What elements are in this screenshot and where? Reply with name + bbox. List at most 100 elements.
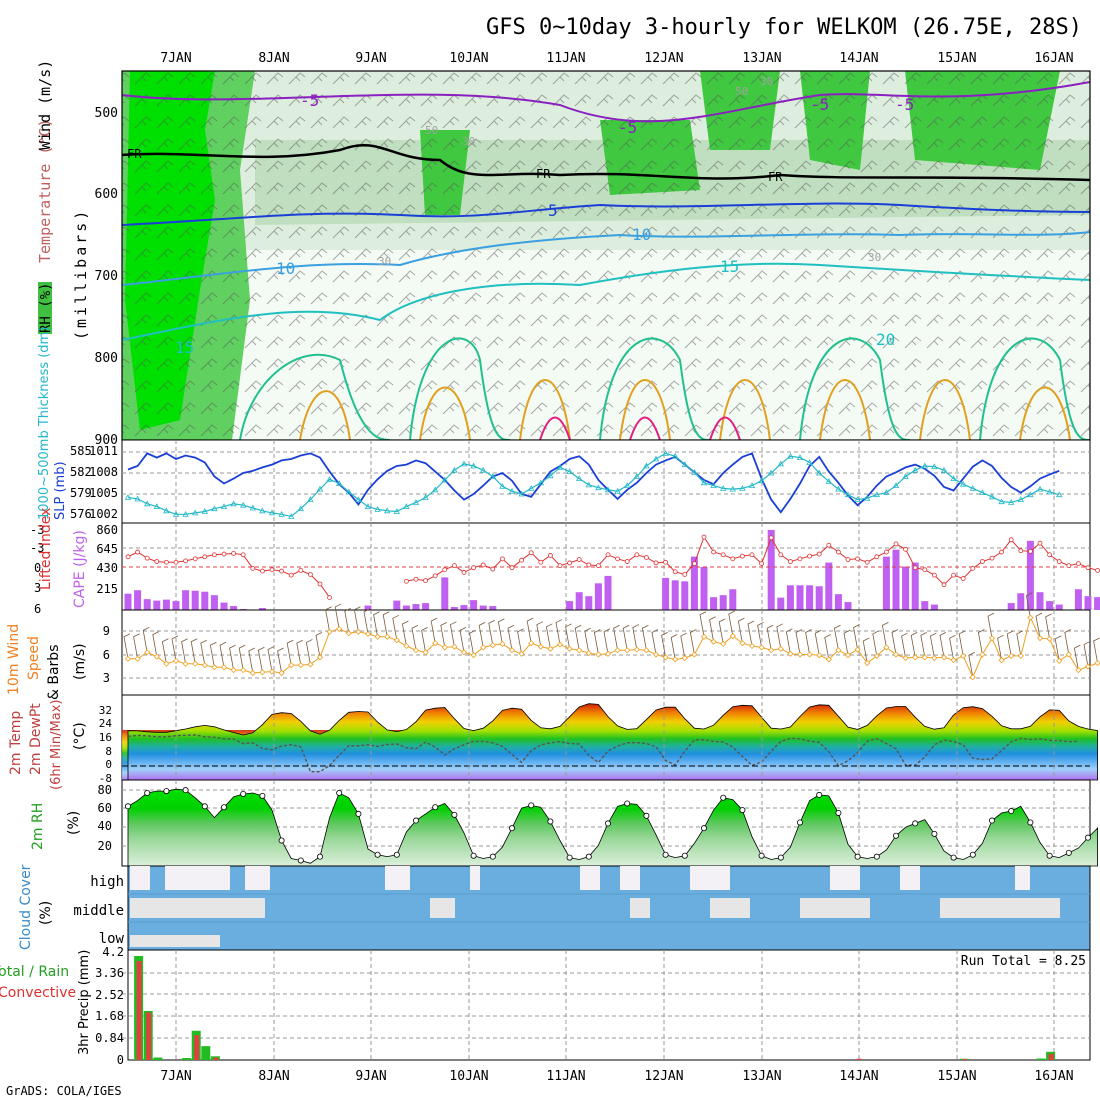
wind-speed-point <box>499 640 506 647</box>
wind-speed-point <box>1017 652 1024 659</box>
precip-convective-bar <box>136 960 142 1060</box>
wind-barb <box>325 606 332 632</box>
wind-barb <box>344 607 351 634</box>
thickness-point <box>960 480 967 487</box>
rh2m-point <box>470 852 477 859</box>
rh2m-point <box>701 825 708 832</box>
wind-barb <box>248 647 255 674</box>
rh2m-point <box>797 819 804 826</box>
wind-speed-point <box>739 640 746 647</box>
rh2m-point <box>316 853 323 860</box>
wind-barb <box>133 633 140 659</box>
lifted-index-point <box>538 559 544 565</box>
cloud-middle-block <box>940 898 1060 918</box>
wind-speed-point <box>172 657 180 664</box>
wind-speed-point <box>672 656 679 663</box>
lifted-index-point <box>615 556 620 562</box>
wind-barb <box>382 611 390 637</box>
temp-tick: 24 <box>99 717 113 730</box>
rh2m-point <box>566 854 573 861</box>
contour-label: FR <box>536 167 551 181</box>
ylabel-total-rain: Total / Rain <box>0 964 69 980</box>
cloud-high-block <box>580 866 600 890</box>
contour-label: 15 <box>720 257 739 276</box>
lifted-index-point <box>269 567 275 573</box>
rh2m-point <box>1065 849 1072 856</box>
cape-bar <box>786 585 794 610</box>
bottom-day-label: 10JAN <box>449 1069 488 1084</box>
wind-barb <box>862 637 870 664</box>
wind-barb <box>728 610 735 637</box>
wind-barb <box>449 621 457 647</box>
lifted-index-point <box>596 563 601 569</box>
wind-speed-point <box>230 667 237 674</box>
precip-tick: 2.52 <box>95 988 124 1002</box>
lifted-index-point <box>211 552 217 558</box>
thickness-point <box>230 500 237 507</box>
cape-bar <box>172 601 180 610</box>
lifted-index-point <box>989 555 995 561</box>
lifted-index-point <box>692 561 697 566</box>
top-day-label: 10JAN <box>449 51 488 66</box>
wind-barb <box>421 627 428 653</box>
lifted-index-point <box>192 556 198 562</box>
wind-speed-point <box>240 667 247 674</box>
temperature-area <box>127 703 1098 781</box>
bottom-day-label: 7JAN <box>160 1069 191 1084</box>
cape-bar <box>834 594 842 610</box>
precip-tick: 3.36 <box>95 966 124 980</box>
wind-barb <box>891 629 899 655</box>
slp-tick: 1002 <box>89 507 118 521</box>
lifted-index-point <box>1095 568 1100 573</box>
wind-speed-point <box>748 642 756 650</box>
thickness-point <box>384 507 391 514</box>
wind-barb <box>929 632 937 659</box>
wind-speed-point <box>960 652 967 659</box>
cape-bar <box>882 556 890 610</box>
precip-total-bar <box>153 1057 163 1060</box>
rh2m-point <box>1027 819 1034 826</box>
thickness-point <box>854 496 861 502</box>
rh2m-point <box>182 787 189 794</box>
cape-bar <box>844 602 852 610</box>
contour-label: 50 <box>425 124 438 137</box>
wind-barb <box>488 619 495 646</box>
lifted-index-point <box>797 556 803 562</box>
cape-tick: 645 <box>96 542 118 556</box>
thickness-point <box>259 507 266 514</box>
wind-speed-point <box>1094 659 1100 667</box>
ylabel-thickness: 1000~500mb Thickness (dm) <box>37 327 52 520</box>
wind-speed-point <box>902 654 909 662</box>
cape-bar <box>566 601 574 610</box>
wind-speed-point <box>950 657 957 664</box>
thickness-point <box>988 493 996 500</box>
lifted-index-point <box>519 557 524 563</box>
wind-barb <box>910 631 918 658</box>
wind-speed-point <box>288 662 295 669</box>
thickness-point <box>355 496 362 502</box>
cloud-middle-block <box>130 898 265 918</box>
wind-speed-point <box>355 628 362 635</box>
bottom-day-label: 12JAN <box>644 1069 683 1084</box>
lifted-index-point <box>720 552 726 558</box>
thickness-point <box>940 466 948 473</box>
rh2m-point <box>240 790 247 797</box>
contour-label: 30 <box>462 135 475 148</box>
ylabel-rh-unit: (%) <box>66 811 82 835</box>
wind-speed-point <box>537 643 544 650</box>
lifted-index-point <box>740 553 745 559</box>
wind-barb <box>670 634 678 660</box>
thickness-point <box>412 499 420 505</box>
cloud-high-block <box>690 866 730 890</box>
wind-speed-point <box>624 647 631 654</box>
wind-barb <box>1035 612 1043 639</box>
rh2m-point <box>125 803 132 810</box>
cloud-low-block <box>130 935 220 947</box>
wind-speed-point <box>384 633 391 640</box>
ylabel-speed: Speed <box>26 636 42 680</box>
wind-barb <box>651 629 659 655</box>
rh2m-point <box>297 857 304 864</box>
pressure-tick: 600 <box>95 187 118 202</box>
wind-barb <box>296 639 303 666</box>
